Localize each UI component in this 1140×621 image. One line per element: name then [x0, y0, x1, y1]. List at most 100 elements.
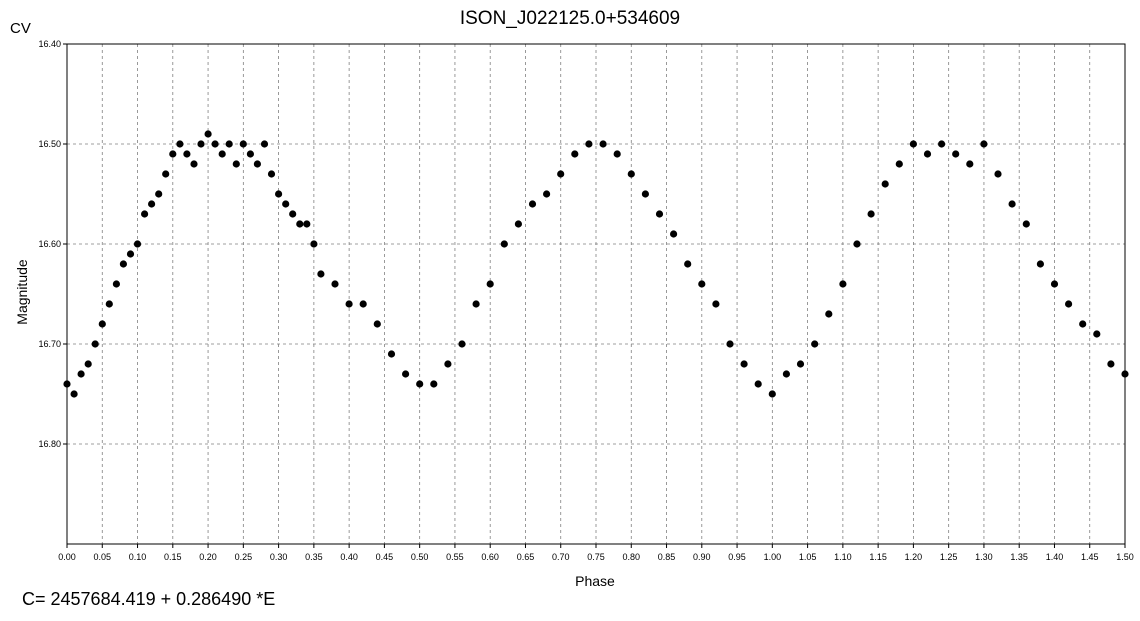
data-point	[331, 280, 339, 288]
data-point	[1036, 260, 1044, 268]
data-point	[183, 150, 191, 158]
data-point	[514, 220, 523, 228]
data-point	[458, 340, 466, 348]
data-point	[853, 240, 861, 248]
data-point	[839, 280, 847, 288]
data-point	[169, 150, 177, 158]
data-points	[63, 130, 1129, 398]
data-point	[373, 320, 381, 328]
data-point	[218, 150, 226, 158]
data-point	[613, 150, 621, 158]
data-point	[190, 160, 198, 168]
data-point	[641, 190, 650, 198]
data-point	[155, 190, 163, 198]
y-axis-ticks: 16.40 16.50 16.60 16.70 16.80	[38, 39, 67, 449]
data-point	[112, 280, 120, 288]
data-point	[909, 140, 918, 148]
x-tick-label: 1.35	[1010, 552, 1028, 562]
data-point	[70, 390, 78, 398]
data-point	[260, 140, 269, 148]
x-tick-label: 0.85	[658, 552, 676, 562]
data-point	[211, 140, 219, 148]
data-point	[246, 150, 254, 158]
data-point	[486, 280, 494, 288]
data-point	[345, 300, 353, 308]
data-point	[310, 240, 318, 248]
x-tick-label: 0.20	[199, 552, 217, 562]
x-tick-label: 0.90	[693, 552, 711, 562]
data-point	[500, 240, 508, 248]
data-point	[253, 160, 261, 168]
data-point	[994, 170, 1002, 178]
data-point	[317, 270, 325, 278]
x-tick-label: 1.40	[1046, 552, 1064, 562]
data-point	[303, 220, 311, 228]
data-point	[387, 350, 396, 358]
data-point	[528, 200, 537, 208]
data-point	[670, 230, 678, 238]
x-tick-label: 1.25	[940, 552, 958, 562]
y-tick-label: 16.70	[38, 339, 61, 349]
data-point	[571, 150, 579, 158]
data-point	[91, 340, 99, 348]
x-tick-label: 0.35	[305, 552, 323, 562]
x-tick-label: 0.50	[411, 552, 429, 562]
x-tick-label: 0.45	[376, 552, 394, 562]
data-point	[698, 280, 706, 288]
data-point	[938, 140, 946, 148]
data-point	[239, 140, 247, 148]
data-point	[543, 190, 551, 198]
data-point	[796, 360, 805, 368]
data-point	[133, 240, 142, 248]
data-point	[881, 180, 889, 188]
data-point	[126, 250, 135, 258]
data-point	[712, 300, 720, 308]
data-point	[197, 140, 205, 148]
x-tick-label: 0.60	[481, 552, 499, 562]
y-tick-label: 16.80	[38, 439, 61, 449]
x-tick-label: 0.55	[446, 552, 464, 562]
data-point	[204, 130, 212, 138]
data-point	[1079, 320, 1087, 328]
chart-title: ISON_J022125.0+534609	[459, 8, 681, 29]
data-point	[627, 170, 635, 178]
data-point	[1022, 220, 1030, 228]
data-point	[402, 370, 410, 378]
data-point	[726, 340, 734, 348]
data-point	[1008, 200, 1016, 208]
data-point	[768, 390, 776, 398]
x-tick-label: 0.10	[129, 552, 147, 562]
data-point	[289, 210, 297, 218]
data-point	[740, 360, 748, 368]
x-tick-label: 0.25	[235, 552, 253, 562]
data-point	[952, 150, 960, 158]
data-point	[77, 370, 85, 378]
data-point	[1065, 300, 1073, 308]
data-point	[684, 260, 692, 268]
data-point	[895, 160, 903, 168]
data-point	[1093, 330, 1101, 338]
data-point	[811, 340, 819, 348]
data-point	[148, 200, 156, 208]
y-tick-label: 16.50	[38, 139, 61, 149]
data-point	[162, 170, 170, 178]
data-point	[444, 360, 452, 368]
data-point	[585, 140, 593, 148]
data-point	[267, 170, 276, 178]
data-point	[472, 300, 480, 308]
x-tick-label: 1.15	[869, 552, 887, 562]
data-point	[176, 140, 184, 148]
data-point	[980, 140, 988, 148]
ephemeris-text: C= 2457684.419 + 0.286490 *E	[22, 589, 276, 609]
data-point	[1107, 360, 1115, 368]
data-point	[84, 360, 92, 368]
data-point	[782, 370, 791, 378]
data-point	[141, 210, 149, 218]
data-point	[923, 150, 932, 158]
data-point	[225, 140, 233, 148]
x-tick-label: 0.00	[58, 552, 76, 562]
data-point	[754, 380, 762, 388]
data-point	[430, 380, 438, 388]
x-tick-label: 0.95	[728, 552, 746, 562]
